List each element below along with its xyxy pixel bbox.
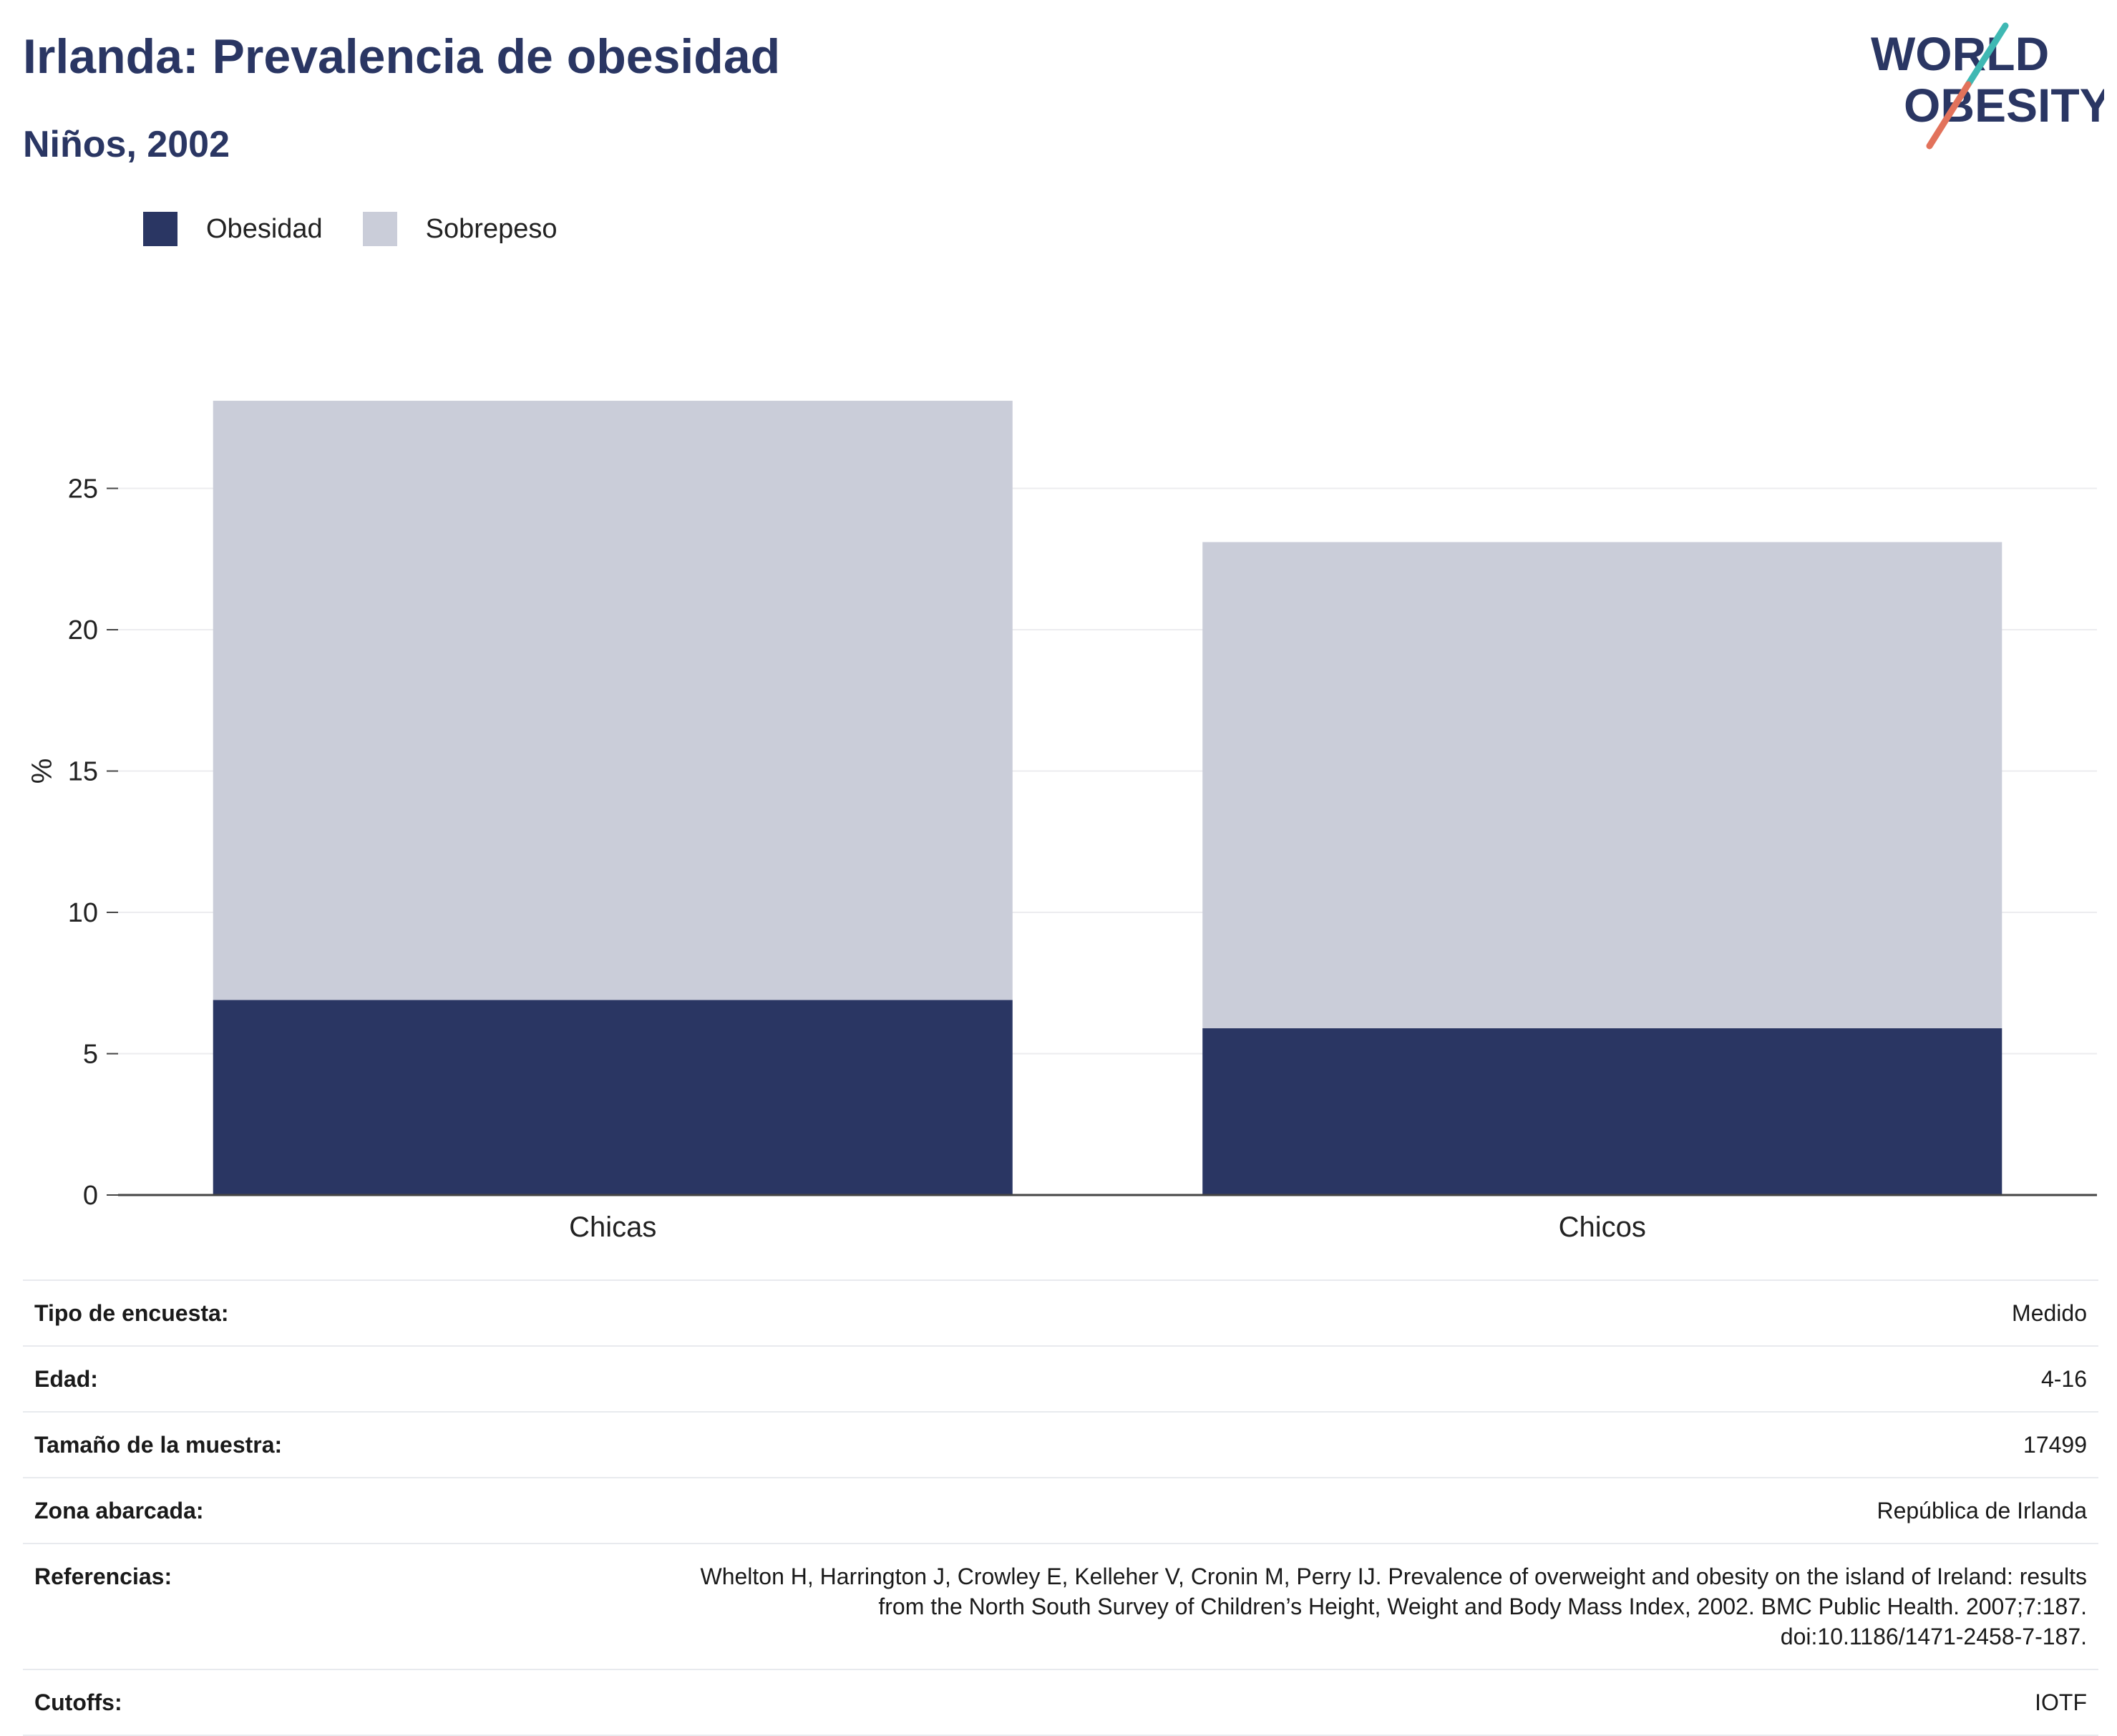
legend-item-sobrepeso[interactable]: Sobrepeso bbox=[362, 212, 558, 246]
y-tick-label: 25 bbox=[68, 474, 98, 504]
info-key: Tamaño de la muestra: bbox=[23, 1412, 418, 1478]
x-tick-label: Chicas bbox=[569, 1211, 656, 1243]
info-value: República de Irlanda bbox=[418, 1478, 2098, 1544]
info-row: Tipo de encuesta: Medido bbox=[23, 1279, 2098, 1347]
logo-slash-teal bbox=[1965, 22, 2009, 88]
info-key: Zona abarcada: bbox=[23, 1478, 418, 1544]
y-tick-label: 0 bbox=[83, 1181, 98, 1211]
info-key: Cutoffs: bbox=[23, 1669, 418, 1736]
survey-info-table: Tipo de encuesta: Medido Edad: 4-16 Tamaño d… bbox=[23, 1279, 2098, 1736]
logo-text-world: WORLD bbox=[1871, 27, 2049, 80]
info-row: Edad: 4-16 bbox=[23, 1346, 2098, 1413]
legend-swatch-sobrepeso bbox=[362, 212, 397, 246]
chart-subtitle: Niños, 2002 bbox=[23, 124, 230, 165]
y-axis-label: % bbox=[26, 759, 58, 784]
stacked-bar-chart: 0 5 10 15 20 25% Chicas Chicos bbox=[26, 401, 2097, 1243]
chart-title: Irlanda: Prevalencia de obesidad bbox=[23, 29, 781, 84]
bar-sobrepeso-chicas bbox=[213, 401, 1013, 1000]
legend-label-obesidad: Obesidad bbox=[206, 213, 323, 244]
logo-slash-coral bbox=[1926, 81, 1972, 150]
info-row: Cutoffs: IOTF bbox=[23, 1669, 2098, 1736]
info-value: 17499 bbox=[418, 1412, 2098, 1478]
info-row: Referencias: Whelton H, Harrington J, Cro… bbox=[23, 1544, 2098, 1670]
y-tick-label: 10 bbox=[68, 898, 98, 928]
info-value: Whelton H, Harrington J, Crowley E, Kell… bbox=[418, 1544, 2098, 1670]
logo-text-obesity: OBESITY bbox=[1904, 79, 2104, 132]
bar-sobrepeso-chicos bbox=[1202, 542, 2002, 1028]
bar-obesidad-chicos bbox=[1202, 1028, 2002, 1195]
legend-item-obesidad[interactable]: Obesidad bbox=[143, 212, 323, 246]
y-tick-label: 15 bbox=[68, 757, 98, 787]
bar-obesidad-chicas bbox=[213, 1000, 1013, 1195]
legend-swatch-obesidad bbox=[143, 212, 177, 246]
y-tick-label: 20 bbox=[68, 615, 98, 645]
legend: Obesidad Sobrepeso bbox=[143, 212, 597, 246]
legend-label-sobrepeso: Sobrepeso bbox=[425, 213, 558, 244]
world-obesity-logo: WORLD OBESITY bbox=[1871, 22, 2104, 150]
info-key: Tipo de encuesta: bbox=[23, 1279, 418, 1347]
info-row: Zona abarcada: República de Irlanda bbox=[23, 1478, 2098, 1544]
info-key: Referencias: bbox=[23, 1544, 418, 1670]
y-tick-label: 5 bbox=[83, 1040, 98, 1070]
info-value: IOTF bbox=[418, 1669, 2098, 1736]
x-tick-label: Chicos bbox=[1559, 1211, 1646, 1243]
reference-line: from the North South Survey of Children’… bbox=[878, 1594, 2087, 1619]
reference-line: Whelton H, Harrington J, Crowley E, Kell… bbox=[700, 1564, 2087, 1589]
info-key: Edad: bbox=[23, 1346, 418, 1413]
info-value: 4-16 bbox=[418, 1346, 2098, 1413]
info-row: Tamaño de la muestra: 17499 bbox=[23, 1412, 2098, 1478]
reference-line: doi:10.1186/1471-2458-7-187. bbox=[1780, 1624, 2087, 1649]
info-value: Medido bbox=[418, 1279, 2098, 1347]
